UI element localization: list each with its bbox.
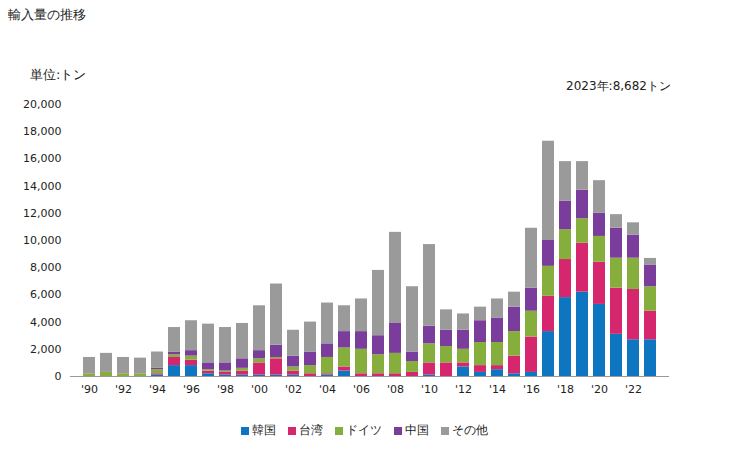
svg-text:'00: '00	[251, 383, 268, 396]
svg-text:0: 0	[55, 370, 62, 383]
svg-text:10,000: 10,000	[23, 234, 62, 247]
svg-text:4,000: 4,000	[30, 316, 62, 329]
svg-text:'92: '92	[115, 383, 132, 396]
svg-text:'04: '04	[319, 383, 336, 396]
svg-text:'14: '14	[489, 383, 506, 396]
html-text:台湾: 台湾	[299, 423, 323, 437]
svg-text:'98: '98	[217, 383, 234, 396]
html-text:単位:トン: 単位:トン	[30, 67, 87, 82]
html-text:輸入量の推移: 輸入量の推移	[8, 7, 86, 22]
svg-text:'90: '90	[81, 383, 98, 396]
svg-text:14,000: 14,000	[23, 180, 62, 193]
svg-text:'06: '06	[353, 383, 370, 396]
svg-text:'08: '08	[387, 383, 404, 396]
svg-text:8,000: 8,000	[30, 261, 62, 274]
svg-text:'02: '02	[285, 383, 302, 396]
html-text:韓国: 韓国	[252, 423, 276, 437]
html-text:その他: その他	[452, 423, 488, 437]
svg-text:'96: '96	[183, 383, 200, 396]
html-text:2023年:8,682トン: 2023年:8,682トン	[566, 79, 671, 93]
svg-text:'12: '12	[455, 383, 472, 396]
svg-text:18,000: 18,000	[23, 125, 62, 138]
html-text:ドイツ: ドイツ	[346, 423, 382, 437]
html-text:中国: 中国	[405, 423, 429, 437]
svg-text:'94: '94	[149, 383, 166, 396]
svg-text:20,000: 20,000	[23, 98, 62, 111]
svg-text:2,000: 2,000	[30, 343, 62, 356]
svg-text:'22: '22	[625, 383, 642, 396]
svg-text:6,000: 6,000	[30, 288, 62, 301]
svg-text:'20: '20	[591, 383, 608, 396]
svg-text:12,000: 12,000	[23, 207, 62, 220]
svg-text:16,000: 16,000	[23, 152, 62, 165]
svg-text:'16: '16	[523, 383, 540, 396]
svg-text:'18: '18	[557, 383, 574, 396]
svg-text:'10: '10	[421, 383, 438, 396]
